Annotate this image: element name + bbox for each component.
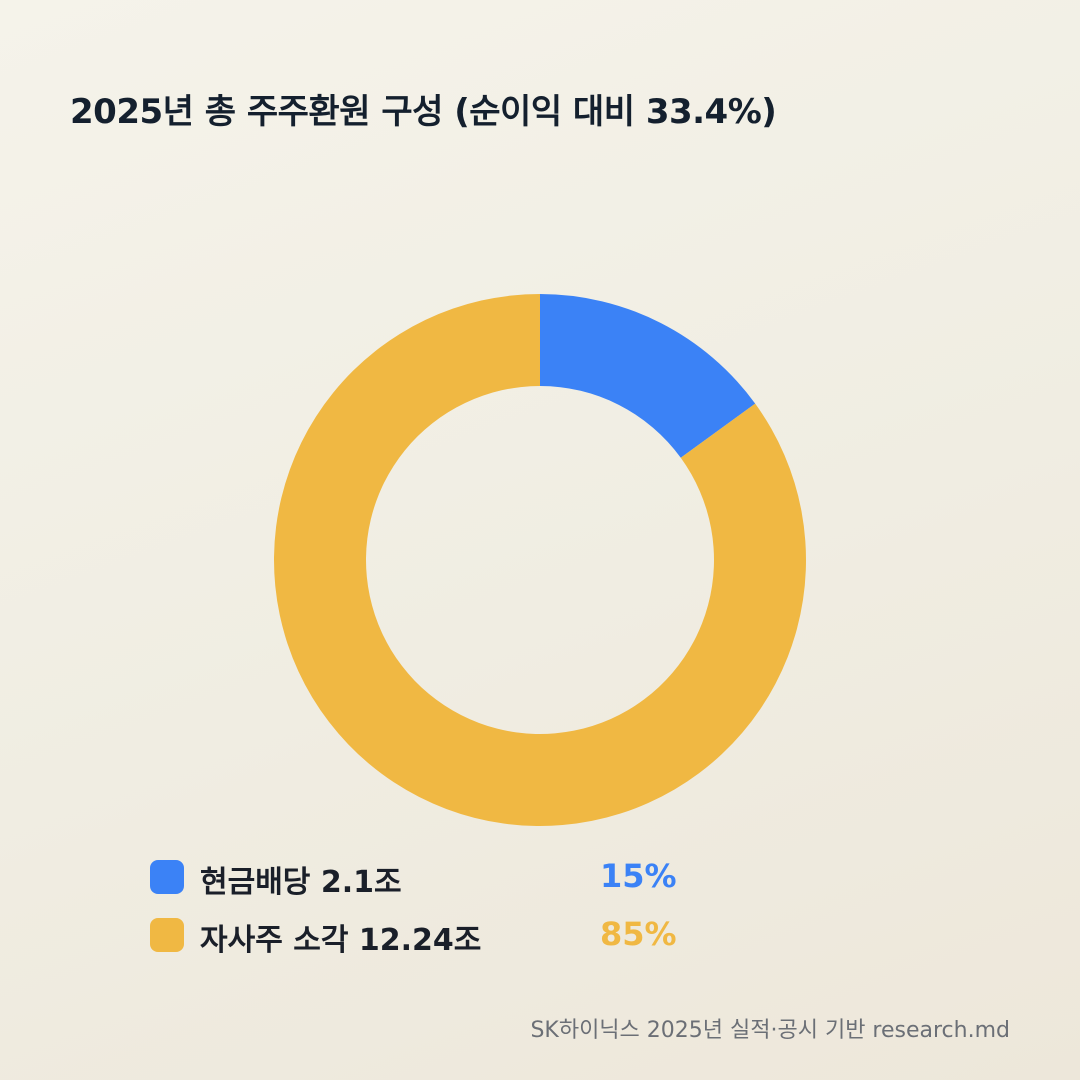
source-footer: SK하이닉스 2025년 실적·공시 기반 research.md: [530, 1018, 1010, 1043]
legend: 현금배당 2.1조 15% 자사주 소각 12.24조 85%: [150, 855, 710, 971]
legend-swatch-buyback-cancellation: [150, 918, 184, 952]
chart-title: 2025년 총 주주환원 구성 (순이익 대비 33.4%): [70, 92, 777, 132]
legend-item-cash-dividend: 현금배당 2.1조 15%: [150, 855, 710, 913]
legend-swatch-cash-dividend: [150, 860, 184, 894]
legend-label-cash-dividend: 현금배당 2.1조: [200, 865, 402, 900]
donut-slice-cash-dividend: [540, 294, 756, 458]
legend-label-buyback-cancellation: 자사주 소각 12.24조: [200, 923, 482, 958]
legend-percent-buyback-cancellation: 85%: [600, 915, 677, 953]
legend-item-buyback-cancellation: 자사주 소각 12.24조 85%: [150, 913, 710, 971]
donut-slice-buyback-cancellation: [274, 294, 807, 826]
legend-percent-cash-dividend: 15%: [600, 857, 677, 895]
